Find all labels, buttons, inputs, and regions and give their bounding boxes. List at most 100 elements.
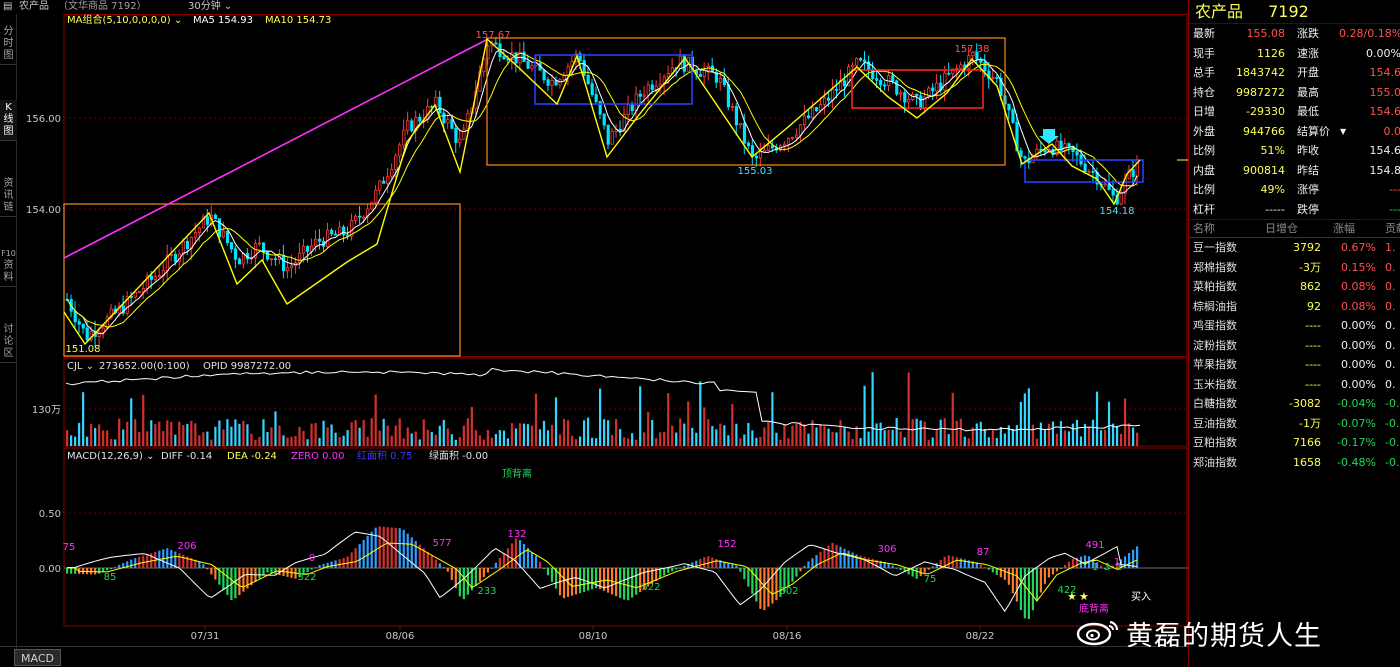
macd-histogram-bar: [1015, 568, 1018, 602]
volume-bar: [1087, 426, 1091, 446]
macd-histogram-bar: [1059, 568, 1063, 569]
volume-bar: [302, 430, 305, 446]
macd-histogram-bar: [1103, 568, 1107, 569]
table-row[interactable]: 豆油指数 -1万 -0.07% -0.: [1189, 414, 1400, 434]
candle-body: [462, 128, 466, 140]
macd-histogram-bar: [763, 568, 766, 611]
volume-bar: [691, 427, 694, 446]
macd-tab[interactable]: MACD: [14, 649, 61, 666]
volume-bar: [795, 423, 798, 446]
candle-body: [306, 245, 310, 252]
candle-body: [995, 77, 999, 79]
macd-histogram-bar: [126, 561, 129, 568]
kline-chart-svg[interactable]: 156.00 154.00 MA组合(5,10,0,0,0,0) ⌄ MA5 154.…: [17, 13, 1188, 644]
tab-label-char: 资: [3, 260, 14, 271]
table-row[interactable]: 鸡蛋指数 ---- 0.00% 0.: [1189, 316, 1400, 336]
candle-body: [843, 80, 847, 87]
window-menu-icon[interactable]: ▤: [3, 1, 13, 12]
candle-body: [915, 93, 919, 97]
table-row[interactable]: 菜粕指数 862 0.08% 0.: [1189, 277, 1400, 297]
main-panel-frame: [63, 14, 1188, 357]
tab-fenshi[interactable]: 分时图: [0, 24, 17, 65]
period-selector[interactable]: 30分钟 ⌄: [188, 0, 232, 14]
macd-histogram-bar: [382, 526, 385, 568]
candle-body: [141, 288, 145, 293]
volume-bar: [558, 434, 562, 446]
column-header[interactable]: 名称: [1193, 222, 1215, 235]
macd-histogram-bar: [174, 551, 177, 568]
macd-histogram-bar: [318, 565, 321, 568]
macd-histogram-bar: [366, 535, 369, 568]
volume-bar: [855, 426, 858, 446]
table-row[interactable]: 淀粉指数 ---- 0.00% 0.: [1189, 336, 1400, 356]
macd-histogram-bar: [450, 568, 453, 580]
quote-value: 155.0: [1369, 85, 1400, 99]
table-row[interactable]: 苹果指数 ---- 0.00% 0.: [1189, 355, 1400, 375]
quote-label: 涨停: [1297, 183, 1319, 196]
candle-body: [895, 80, 899, 95]
volume-bar: [234, 419, 237, 446]
volume-bar: [110, 439, 113, 446]
cell-name: 菜粕指数: [1193, 280, 1237, 293]
macd-area-label: 1: [1092, 562, 1098, 573]
candle-body: [229, 242, 234, 250]
candle-body: [1087, 170, 1091, 173]
table-row[interactable]: 郑棉指数 -3万 0.15% 0.: [1189, 258, 1400, 278]
macd-histogram-bar: [979, 564, 982, 568]
macd-histogram-bar: [438, 563, 441, 568]
ma-group-legend: MA组合(5,10,0,0,0,0) ⌄: [67, 14, 182, 26]
x-tick-label: 08/16: [773, 631, 802, 642]
caret-down-icon[interactable]: ▼: [1340, 126, 1347, 136]
cell-zf: -0.04%: [1337, 397, 1376, 410]
tab-taolun[interactable]: 讨论区: [0, 322, 17, 363]
volume-bar: [879, 422, 882, 446]
tab-zixun[interactable]: 资讯链: [0, 176, 17, 217]
macd-histogram-bar: [110, 568, 113, 569]
macd-histogram-bar: [1019, 568, 1022, 610]
macd-histogram-bar: [879, 560, 882, 568]
macd-histogram-bar: [466, 568, 469, 595]
volume-bar: [1083, 423, 1087, 446]
volume-bar: [1107, 401, 1111, 446]
volume-bar: [715, 429, 718, 446]
table-row[interactable]: 郑油指数 1658 -0.48% -0.: [1189, 453, 1400, 473]
macd-histogram-bar: [590, 568, 594, 590]
candle-body: [522, 51, 526, 62]
volume-bar: [611, 434, 614, 446]
volume-bar: [294, 435, 297, 446]
column-header[interactable]: 涨幅: [1333, 222, 1355, 235]
candle-body: [350, 220, 354, 237]
candle-body: [157, 275, 161, 278]
column-header[interactable]: 贡献: [1385, 222, 1400, 235]
macd-histogram-bar: [278, 568, 281, 576]
candle-body: [883, 84, 887, 87]
candle-body: [730, 106, 735, 108]
table-row[interactable]: 棕榈油指 92 0.08% 0.: [1189, 297, 1400, 317]
chart-area[interactable]: 156.00 154.00 MA组合(5,10,0,0,0,0) ⌄ MA5 154.…: [17, 13, 1188, 644]
volume-bar: [659, 432, 662, 446]
table-row[interactable]: 豆一指数 3792 0.67% 1.: [1189, 238, 1400, 258]
volume-bar: [703, 407, 706, 446]
tab-f10[interactable]: F10 资料: [0, 246, 17, 287]
table-row[interactable]: 白糖指数 -3082 -0.04% -0.: [1189, 394, 1400, 414]
macd-histogram-bar: [430, 555, 433, 568]
column-header[interactable]: 日增仓: [1265, 222, 1298, 235]
volume-bar: [739, 438, 742, 446]
volume-bar: [867, 431, 870, 446]
volume-bar: [635, 439, 638, 446]
cell-zc: 7166: [1293, 436, 1321, 449]
table-row[interactable]: 豆粕指数 7166 -0.17% -0.: [1189, 433, 1400, 453]
candle-body: [718, 77, 723, 83]
candle-body: [758, 151, 763, 159]
cell-name: 苹果指数: [1193, 358, 1237, 371]
volume-bar: [438, 425, 441, 446]
volume-bar: [570, 435, 574, 446]
table-row[interactable]: 玉米指数 ---- 0.00% 0.: [1189, 375, 1400, 395]
volume-bar: [995, 438, 998, 446]
macd-histogram-bar: [550, 568, 554, 582]
macd-histogram-bar: [66, 568, 69, 574]
macd-histogram-bar: [995, 568, 998, 575]
volume-bar: [542, 420, 546, 446]
candle-body: [750, 145, 755, 157]
